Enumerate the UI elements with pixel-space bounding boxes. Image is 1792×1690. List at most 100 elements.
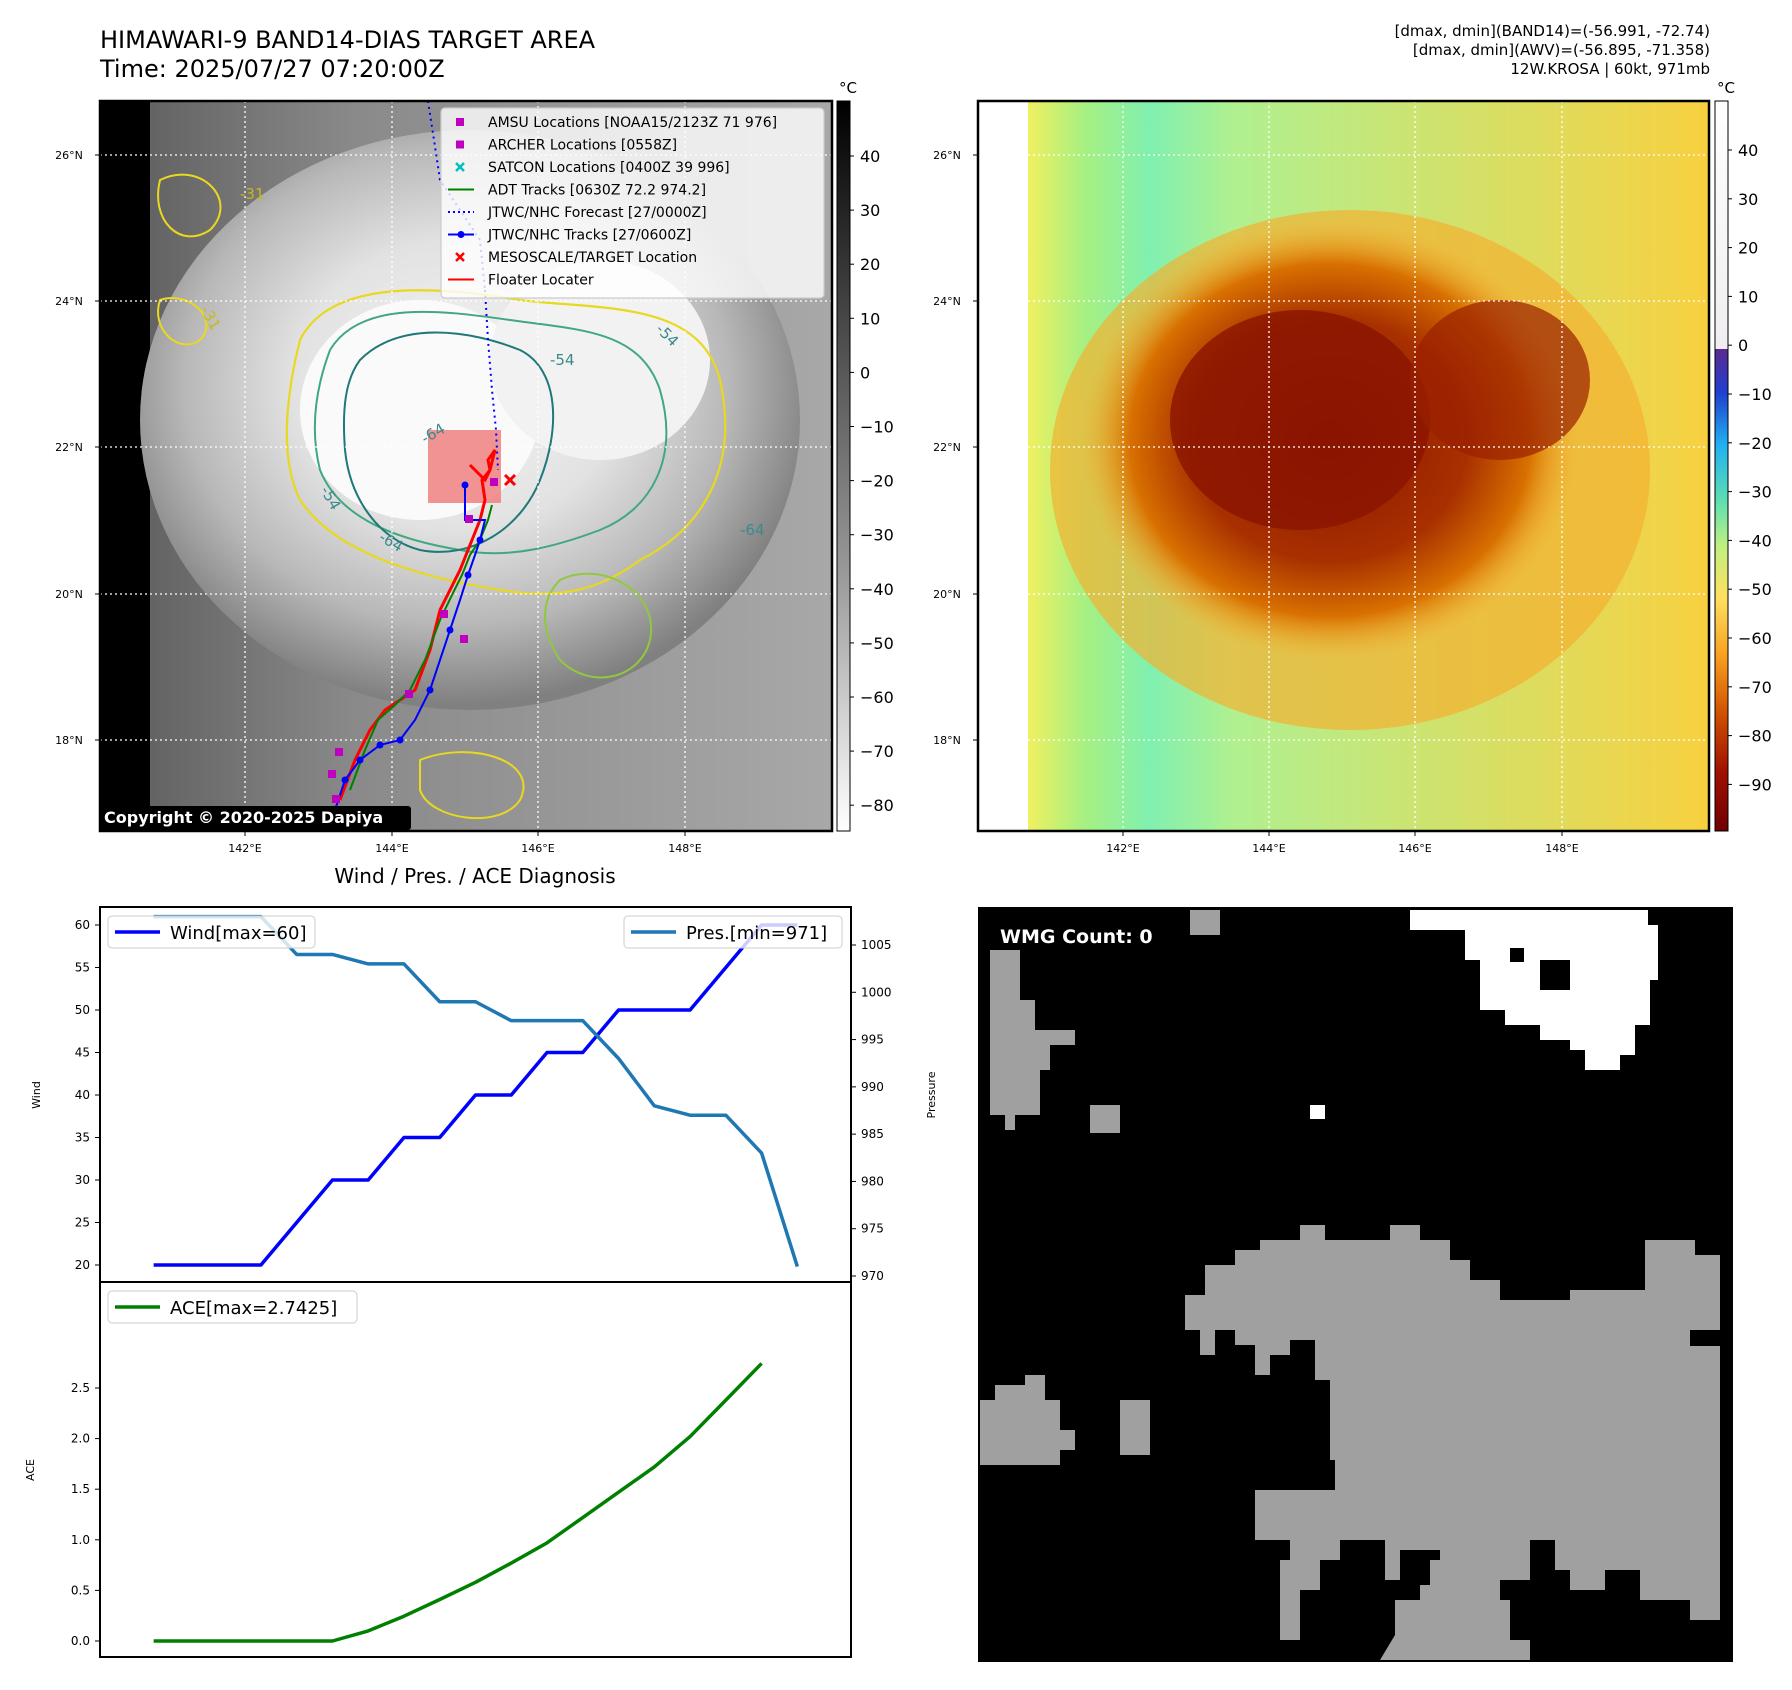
lon-tick-label: 146°E <box>1398 842 1431 855</box>
legend-label: AMSU Locations [NOAA15/2123Z 71 976] <box>488 115 777 131</box>
awv-gridlines <box>978 101 1709 831</box>
ace-tick-label: 1.0 <box>71 1533 90 1547</box>
ir-map-panel: -64 -54 -64 -54 -54 -64 -31 -31 AMSU Loc… <box>55 79 894 855</box>
colorbar-tick-label: −70 <box>860 742 894 761</box>
pres-tick-label: 985 <box>861 1127 884 1141</box>
wind-tick-label: 50 <box>75 1003 90 1017</box>
contour-south-2 <box>419 751 525 820</box>
contour-small-1 <box>157 173 222 238</box>
ir-colorbar <box>836 100 851 832</box>
pres-tick-label: 995 <box>861 1033 884 1047</box>
awv-map-frame <box>976 99 1711 833</box>
copyright-badge: Copyright © 2020-2025 Dapiya <box>99 806 411 830</box>
ir-legend: AMSU Locations [NOAA15/2123Z 71 976] ARCH… <box>440 107 825 299</box>
colorbar-tick-label: −50 <box>860 634 894 653</box>
ace-axes <box>99 1281 852 1658</box>
figure-title-line1: HIMAWARI-9 BAND14-DIAS TARGET AREA <box>100 26 596 54</box>
colorbar-tick-label: −60 <box>1738 629 1772 648</box>
lat-tick-label: 26°N <box>933 149 961 162</box>
lat-tick-label: 22°N <box>55 441 83 454</box>
pres-legend: Pres.[min=971] <box>623 915 843 949</box>
wind-tick-label: 40 <box>75 1088 90 1102</box>
legend-item: JTWC/NHC Tracks [27/0600Z] <box>448 228 691 244</box>
colorbar-tick-label: 20 <box>1738 239 1758 258</box>
lon-tick-label: 142°E <box>1106 842 1139 855</box>
contour-label-3: -64 <box>740 521 765 539</box>
colorbar-tick-label: 0 <box>1738 336 1748 355</box>
pres-tick-label: 975 <box>861 1222 884 1236</box>
diagnosis-panel: Wind / Pres. / ACE Diagnosis 60 55 50 45 40 3… <box>24 864 938 1658</box>
pres-tick-label: 990 <box>861 1080 884 1094</box>
mesoscale-target-marker <box>503 473 517 487</box>
contour-small-2 <box>157 297 208 346</box>
lon-tick-label: 148°E <box>1545 842 1578 855</box>
lat-tick-label: 24°N <box>55 295 83 308</box>
wind-legend: Wind[max=60] <box>107 915 316 949</box>
colorbar-tick-label: 0 <box>860 363 870 382</box>
colorbar-tick-label: −80 <box>860 796 894 815</box>
legend-item: MESOSCALE/TARGET Location <box>455 250 697 266</box>
lon-tick-label: 142°E <box>228 842 261 855</box>
colorbar-tick-label: 10 <box>1738 287 1758 306</box>
wind-tick-label: 35 <box>75 1131 90 1145</box>
colorbar-tick-label: −30 <box>1738 483 1772 502</box>
lat-tick-label: 18°N <box>933 734 961 747</box>
contour-label-7: -31 <box>240 185 265 203</box>
figure-title-line2: Time: 2025/07/27 07:20:00Z <box>100 55 445 83</box>
figure-title: HIMAWARI-9 BAND14-DIAS TARGET AREA Time: … <box>100 26 595 84</box>
legend-item: JTWC/NHC Forecast [27/0000Z] <box>448 205 707 221</box>
ace-legend: ACE[max=2.7425] <box>107 1290 358 1324</box>
jtwc-track-points <box>341 481 484 784</box>
info-awv-range: [dmax, dmin](AWV)=(-56.895, -71.358) <box>1412 41 1710 59</box>
figure-info: [dmax, dmin](BAND14)=(-56.991, -72.74) [… <box>1395 22 1710 79</box>
legend-label: MESOSCALE/TARGET Location <box>488 250 697 266</box>
lat-tick-label: 24°N <box>933 295 961 308</box>
ir-map-frame <box>98 99 834 833</box>
lat-tick-label: 20°N <box>933 588 961 601</box>
wmg-count-label: WMG Count: 0 <box>1000 926 1153 948</box>
colorbar-tick-label: −20 <box>1738 434 1772 453</box>
legend-label: ADT Tracks [0630Z 72.2 974.2] <box>488 183 706 199</box>
colorbar-tick-label: −90 <box>1738 775 1772 794</box>
legend-label: JTWC/NHC Forecast [27/0000Z] <box>487 205 707 221</box>
wind-tick-label: 20 <box>75 1258 90 1272</box>
pres-tick-label: 1000 <box>861 985 892 999</box>
lon-tick-label: 144°E <box>375 842 408 855</box>
pressure-axis-label: Pressure <box>925 1071 938 1118</box>
colorbar-tick-label: 30 <box>860 201 880 220</box>
wmg-panel: WMG Count: 0 <box>978 907 1733 1662</box>
pres-legend-label: Pres.[min=971] <box>686 923 827 944</box>
colorbar-tick-label: 20 <box>860 255 880 274</box>
ace-tick-label: 2.0 <box>71 1432 90 1446</box>
pres-tick-label: 980 <box>861 1174 884 1188</box>
wind-tick-label: 45 <box>75 1046 90 1060</box>
contour-south <box>544 572 653 679</box>
awv-colorbar-unit: °C <box>1717 79 1735 97</box>
colorbar-tick-label: −60 <box>860 688 894 707</box>
pres-tick-label: 970 <box>861 1269 884 1283</box>
ir-no-data-strip <box>100 101 150 831</box>
wmg-white-regions <box>1310 910 1658 1119</box>
info-storm-summary: 12W.KROSA | 60kt, 971mb <box>1510 60 1710 78</box>
colorbar-tick-label: −80 <box>1738 727 1772 746</box>
colorbar-tick-label: 10 <box>860 309 880 328</box>
colorbar-tick-label: −10 <box>1738 385 1772 404</box>
legend-swatch <box>455 162 465 172</box>
ace-tick-label: 2.5 <box>71 1381 90 1395</box>
awv-map-panel: 142°E 144°E 146°E 148°E 26°N 24°N 22°N 20°N 18°N… <box>933 79 1772 855</box>
legend-item: ADT Tracks [0630Z 72.2 974.2] <box>448 183 706 199</box>
awv-band <box>1410 300 1590 460</box>
ir-colorbar-unit: °C <box>839 79 857 97</box>
lat-tick-label: 22°N <box>933 441 961 454</box>
ir-cold-band <box>490 260 710 460</box>
wind-tick-label: 55 <box>75 961 90 975</box>
ace-tick-label: 0.5 <box>71 1583 90 1597</box>
lat-tick-label: 20°N <box>55 588 83 601</box>
wind-series-line <box>153 923 798 1267</box>
info-band14-range: [dmax, dmin](BAND14)=(-56.991, -72.74) <box>1394 22 1710 40</box>
wind-tick-label: 30 <box>75 1173 90 1187</box>
colorbar-tick-label: 40 <box>1738 141 1758 160</box>
ace-axis-label: ACE <box>24 1459 37 1481</box>
ace-tick-label: 1.5 <box>71 1482 90 1496</box>
legend-item: ARCHER Locations [0558Z] <box>456 138 677 154</box>
